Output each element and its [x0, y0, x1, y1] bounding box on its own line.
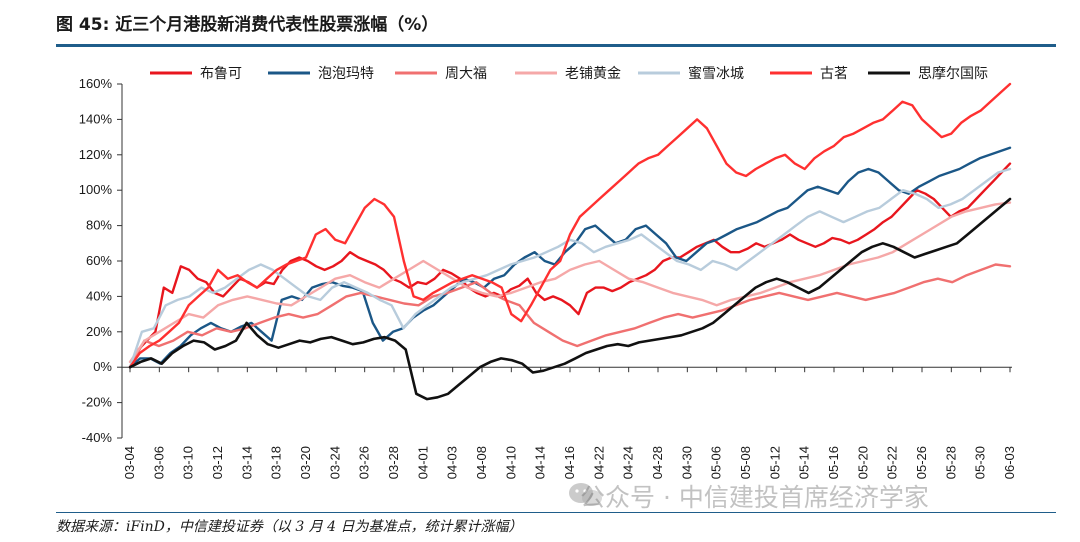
y-tick-label: 120% [79, 147, 113, 162]
series-line-5 [128, 167, 1012, 369]
series-line-1 [128, 162, 1012, 369]
watermark: 公众号 · 中信建投首席经济学家 [580, 483, 929, 512]
legend-label: 老铺黄金 [565, 65, 621, 82]
x-tick-label: 05-06 [709, 446, 724, 479]
y-tick-label: -20% [82, 395, 113, 410]
x-tick-label: 04-14 [533, 446, 548, 479]
y-tick-label: 140% [79, 111, 113, 126]
x-tick-label: 03-14 [239, 446, 254, 479]
figure-title: 图 45: 近三个月港股新消费代表性股票涨幅（%） [56, 15, 439, 35]
legend-label: 思摩尔国际 [918, 65, 988, 82]
y-tick-label: -40% [82, 430, 113, 445]
x-tick-label: 05-14 [797, 446, 812, 479]
x-tick-label: 05-28 [943, 446, 958, 479]
y-tick-label: 0% [93, 359, 112, 374]
y-tick-label: 80% [86, 218, 112, 233]
series-line-6 [128, 82, 1012, 369]
y-tick-label: 100% [79, 182, 113, 197]
x-tick-label: 03-10 [181, 446, 196, 479]
series-line-7 [128, 197, 1012, 401]
x-tick-label: 04-30 [679, 446, 694, 479]
x-tick-label: 04-28 [650, 446, 665, 479]
x-tick-label: 03-12 [210, 446, 225, 479]
series-line-3 [128, 263, 1012, 369]
wechat-icon [569, 483, 602, 506]
x-tick-label: 05-22 [885, 446, 900, 479]
x-tick-label: 04-16 [562, 446, 577, 479]
y-tick-label: 60% [86, 253, 112, 268]
x-tick-label: 06-03 [1002, 446, 1017, 479]
x-tick-label: 03-28 [386, 446, 401, 479]
x-tick-label: 03-20 [298, 446, 313, 479]
x-tick-label: 05-30 [973, 446, 988, 479]
x-tick-label: 03-06 [151, 446, 166, 479]
x-tick-label: 03-18 [269, 446, 284, 479]
legend-label: 古茗 [820, 66, 848, 82]
x-tick-label: 05-12 [767, 446, 782, 479]
x-tick-label: 03-24 [327, 446, 342, 479]
y-tick-label: 20% [86, 324, 112, 339]
x-tick-label: 04-08 [474, 446, 489, 479]
series-line-2 [128, 146, 1012, 369]
legend-label: 布鲁可 [200, 66, 242, 82]
x-tick-label: 03-04 [122, 446, 137, 479]
x-tick-label: 04-03 [445, 446, 460, 479]
series-lines [128, 82, 1012, 401]
legend-label: 泡泡玛特 [318, 66, 374, 82]
x-tick-label: 05-20 [855, 446, 870, 479]
x-tick-label: 04-01 [415, 446, 430, 479]
x-tick-label: 03-26 [357, 446, 372, 479]
x-tick-label: 04-10 [503, 446, 518, 479]
footer-rule [56, 512, 1056, 513]
x-tick-label: 05-08 [738, 446, 753, 479]
y-axis: -40% -20% 0% 20% 40% 60% 80% 100% 120% 140% 160% [79, 76, 123, 445]
y-tick-label: 160% [79, 76, 113, 91]
x-tick-label: 04-22 [591, 446, 606, 479]
x-axis: 03-04 03-06 03-10 03-12 03-14 03-18 03-20 03-24… [122, 366, 1017, 479]
y-tick-label: 40% [86, 288, 112, 303]
legend-label: 蜜雪冰城 [688, 66, 744, 82]
series-line-4 [128, 201, 1012, 364]
x-tick-label: 05-16 [826, 446, 841, 479]
x-tick-label: 04-24 [621, 446, 636, 479]
chart-legend: 布鲁可 泡泡玛特 周大福 老铺黄金 蜜雪冰城 古茗 思摩尔国际 [150, 65, 988, 82]
title-rule [56, 44, 1056, 47]
x-tick-label: 05-26 [914, 446, 929, 479]
legend-label: 周大福 [445, 66, 487, 82]
source-note: 数据来源：iFinD，中信建投证券（以 3 月 4 日为基准点，统计累计涨幅） [56, 519, 523, 535]
